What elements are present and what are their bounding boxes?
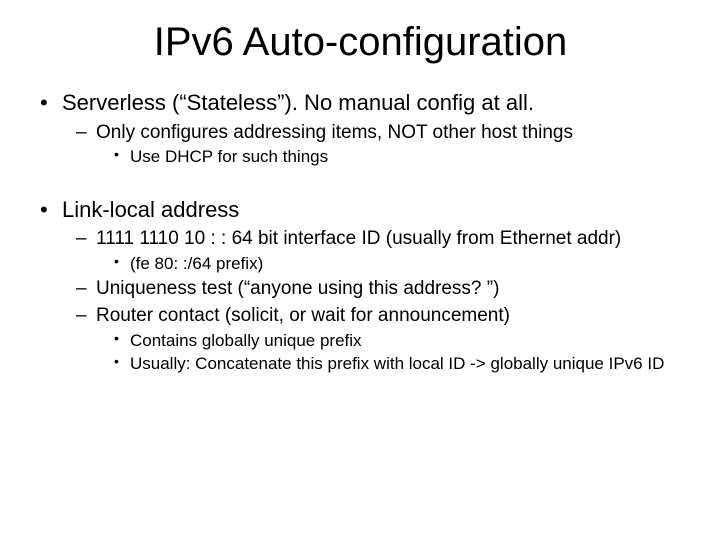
bullet-text: Contains globally unique prefix (130, 331, 362, 350)
bullet-text: (fe 80: :/64 prefix) (130, 254, 263, 273)
bullet-text: Link-local address (62, 197, 239, 222)
bullet-text: Serverless (“Stateless”). No manual conf… (62, 90, 534, 115)
sub-sub-list: (fe 80: :/64 prefix) (96, 253, 685, 274)
list-item: 1111 1110 10 : : 64 bit interface ID (us… (62, 227, 685, 274)
bullet-text: Only configures addressing items, NOT ot… (96, 122, 573, 143)
sub-sub-list: Use DHCP for such things (96, 146, 685, 167)
list-item: (fe 80: :/64 prefix) (96, 253, 685, 274)
list-item: Router contact (solicit, or wait for ann… (62, 304, 685, 374)
sub-list: 1111 1110 10 : : 64 bit interface ID (us… (62, 227, 685, 374)
list-item: Only configures addressing items, NOT ot… (62, 121, 685, 168)
list-item: Usually: Concatenate this prefix with lo… (96, 353, 685, 374)
spacer (36, 172, 685, 196)
slide: IPv6 Auto-configuration Serverless (“Sta… (0, 0, 721, 541)
list-item: Uniqueness test (“anyone using this addr… (62, 277, 685, 301)
bullet-list: Link-local address 1111 1110 10 : : 64 b… (36, 196, 685, 375)
bullet-text: Uniqueness test (“anyone using this addr… (96, 278, 499, 299)
list-item: Serverless (“Stateless”). No manual conf… (36, 89, 685, 168)
list-item: Contains globally unique prefix (96, 330, 685, 351)
list-item: Link-local address 1111 1110 10 : : 64 b… (36, 196, 685, 375)
sub-list: Only configures addressing items, NOT ot… (62, 121, 685, 168)
list-item: Use DHCP for such things (96, 146, 685, 167)
bullet-text: Use DHCP for such things (130, 147, 328, 166)
bullet-list: Serverless (“Stateless”). No manual conf… (36, 89, 685, 168)
sub-sub-list: Contains globally unique prefix Usually:… (96, 330, 685, 375)
bullet-text: Router contact (solicit, or wait for ann… (96, 305, 510, 326)
slide-title: IPv6 Auto-configuration (36, 20, 685, 65)
bullet-text: 1111 1110 10 : : 64 bit interface ID (us… (96, 228, 621, 249)
bullet-text: Usually: Concatenate this prefix with lo… (130, 354, 664, 373)
